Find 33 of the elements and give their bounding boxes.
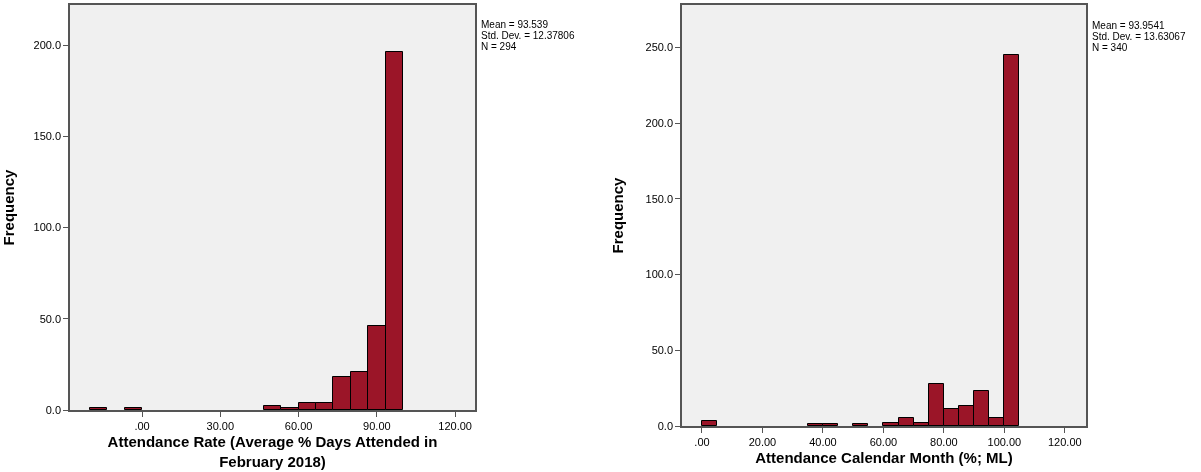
x-tick-label: 60.00: [869, 435, 898, 448]
y-tick-label: 50.0: [39, 312, 62, 325]
y-tick-label: 150.0: [645, 192, 674, 205]
y-tick-label: 50.0: [651, 344, 674, 357]
x-tick-label: 60.00: [284, 419, 313, 432]
x-tick-label: .00: [694, 435, 710, 448]
x-tick-label: 90.00: [363, 419, 391, 432]
x-tick-label: 20.00: [748, 435, 777, 448]
x-tick-label: 80.00: [930, 435, 958, 448]
x-tick-label: 100.00: [987, 435, 1022, 448]
text: Std. Dev. = 13.63067: [1092, 31, 1186, 42]
y-tick-label: 0.0: [45, 403, 62, 416]
y-tick-label: 150.0: [33, 130, 62, 143]
y-tick-label: 0.0: [657, 419, 674, 432]
y-tick-label: 100.0: [33, 221, 62, 234]
text: Std. Dev. = 12.37806: [481, 30, 575, 41]
text: Mean = 93.9541: [1092, 20, 1165, 31]
x-tick-label: .00: [134, 419, 150, 432]
y-axis-title: Frequency: [609, 176, 627, 254]
x-tick-label: 40.00: [809, 435, 837, 448]
x-axis-title: Attendance Rate (Average % Days Attended in February 2018): [107, 433, 438, 470]
x-tick-label: 120.00: [438, 419, 472, 432]
text: N = 340: [1092, 42, 1128, 53]
y-tick-label: 250.0: [645, 41, 674, 54]
y-tick-label: 200.0: [33, 38, 62, 51]
text: Mean = 93.539: [481, 19, 549, 30]
x-axis-title: Attendance Calendar Month (%; ML): [755, 449, 1013, 467]
x-tick-label: 120.00: [1048, 435, 1082, 448]
x-tick-label: 30.00: [206, 419, 235, 432]
y-tick-label: 100.0: [645, 268, 674, 281]
y-tick-label: 200.0: [645, 116, 674, 129]
text: N = 294: [481, 41, 517, 52]
y-axis-title: Frequency: [0, 168, 17, 246]
